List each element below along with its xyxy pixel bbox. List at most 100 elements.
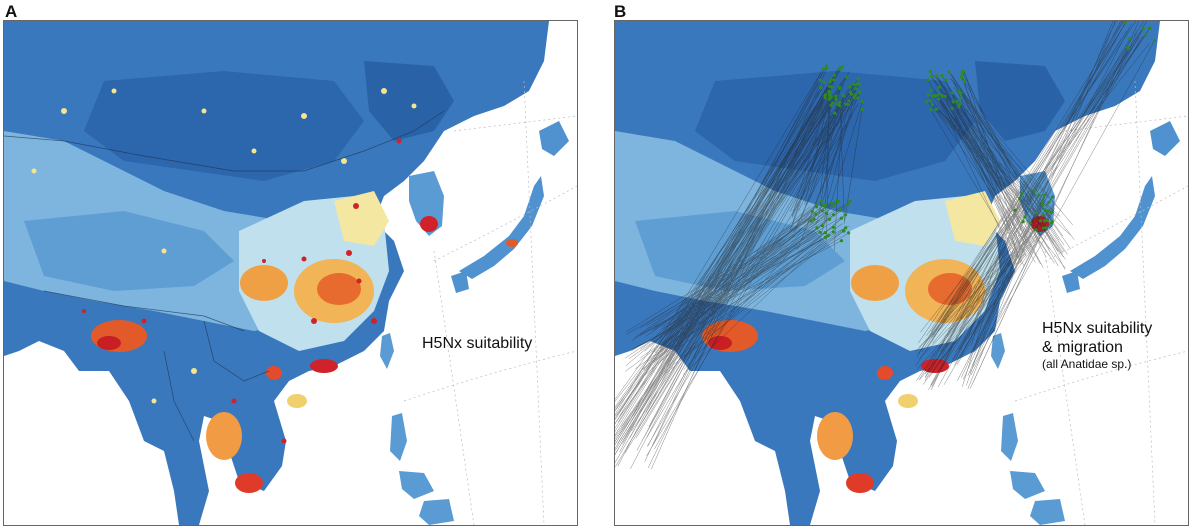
stopover-point [837, 104, 842, 108]
stopover-point [1141, 27, 1145, 31]
migration-track [644, 206, 811, 352]
migration-track [959, 88, 1020, 218]
stopover-point [827, 89, 831, 93]
stopover-point [815, 226, 819, 230]
migration-track [791, 100, 850, 218]
migration-track [833, 96, 844, 251]
migration-track [643, 210, 826, 377]
stopover-point [824, 211, 829, 216]
stopover-point [825, 64, 829, 68]
stopover-point [1041, 226, 1045, 230]
stopover-point [851, 82, 856, 86]
stopover-point [931, 94, 935, 98]
migration-track [615, 86, 829, 412]
migration-track [807, 91, 861, 223]
migration-tracks [615, 21, 1155, 470]
migration-track [615, 94, 852, 442]
migration-track [660, 204, 817, 341]
migration-track [937, 48, 1129, 388]
stopover-point [929, 88, 933, 92]
migration-track [819, 105, 832, 194]
migration-track [647, 90, 830, 469]
migration-track [634, 206, 817, 338]
stopover-point [856, 77, 860, 81]
north-dark-band [84, 71, 364, 181]
migration-track [932, 104, 1033, 254]
stopover-point [957, 105, 961, 109]
stopover-point [827, 94, 831, 98]
stopover-point [860, 107, 864, 111]
stopover-point [827, 97, 831, 101]
migration-track [625, 206, 814, 366]
stopover-point [943, 94, 947, 98]
japan-kyushu [451, 271, 469, 293]
bengal-core [97, 336, 121, 350]
philippines-visayas [399, 471, 434, 499]
stopover-point [1032, 189, 1036, 193]
migration-track [918, 21, 1124, 354]
migration-track [791, 87, 831, 217]
migration-track [646, 206, 826, 337]
stopover-point [833, 111, 837, 115]
stopover-point [858, 90, 862, 94]
caption-suitability: H5Nx suitability [422, 335, 533, 352]
migration-track [804, 86, 832, 205]
stopover-point [940, 74, 944, 78]
caption-line-2: & migration [1042, 339, 1123, 356]
migration-track [615, 88, 843, 417]
stopover-point [827, 84, 831, 88]
migration-track [645, 94, 826, 413]
stopover-point [1021, 220, 1025, 224]
taiwan [380, 333, 394, 369]
stopover-point [934, 107, 938, 111]
stopover-point [1044, 208, 1048, 212]
japan-hot [506, 239, 518, 247]
stopover-point [838, 66, 842, 70]
migration-track [615, 79, 832, 446]
stopover-point [1126, 46, 1130, 50]
migration-track [635, 232, 826, 370]
stopover-point [818, 230, 822, 234]
suitability-map-a [4, 21, 577, 525]
stopover-point [930, 103, 934, 107]
migration-track [615, 94, 856, 412]
migration-track [945, 209, 1046, 336]
stopover-point [829, 78, 833, 82]
stopover-point [830, 201, 834, 205]
stopover-points [809, 21, 1157, 243]
stopover-point [944, 78, 948, 82]
migration-track [625, 81, 831, 431]
stopover-point [820, 224, 824, 228]
stopover-point [823, 93, 827, 97]
migration-track [839, 87, 845, 221]
yellow-dots [31, 88, 417, 404]
migration-track [809, 95, 845, 199]
migration-track [939, 221, 1053, 364]
stopover-point [820, 209, 824, 213]
stopover-point [935, 74, 939, 78]
stopover-point [832, 78, 836, 82]
stopover-point [831, 225, 836, 229]
stopover-point [832, 213, 836, 217]
japan-honshu [459, 176, 544, 279]
migration-track [932, 30, 1128, 336]
stopover-point [826, 234, 830, 238]
panel-label-a: A [5, 2, 18, 21]
north-china-plain-yellow [334, 191, 389, 246]
migration-track [920, 43, 1150, 333]
stopover-point [834, 97, 838, 101]
north-china-plain-yellow-b [945, 191, 1000, 246]
philippines-luzon [390, 413, 407, 461]
stopover-point [848, 200, 852, 204]
stopover-point [846, 102, 850, 107]
migration-track [617, 83, 845, 444]
migration-track [960, 98, 1059, 267]
land-suitability-layer [4, 21, 569, 525]
migration-track [940, 38, 1131, 353]
stopover-point [809, 219, 813, 223]
suitability-migration-map-b [615, 21, 1188, 525]
migration-track [643, 213, 811, 371]
migration-track [615, 78, 835, 450]
stopover-point [1013, 208, 1017, 212]
stopover-point [823, 231, 827, 235]
